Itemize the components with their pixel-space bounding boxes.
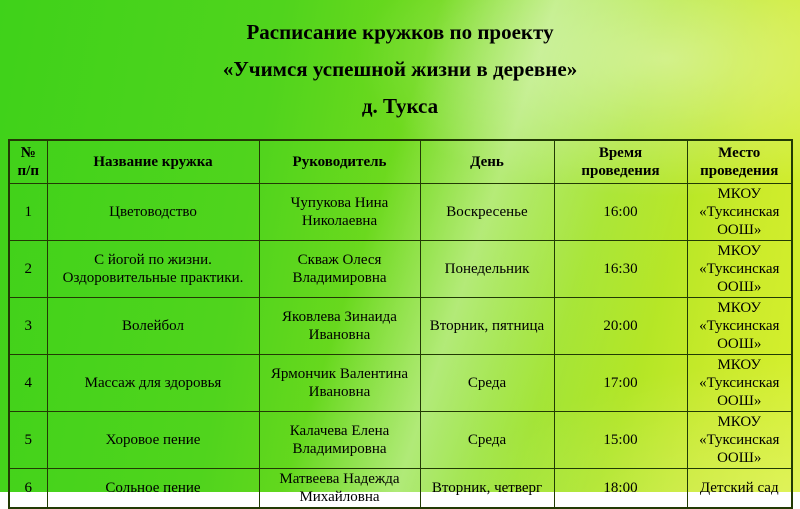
cell-leader: Матвеева Надежда Михайловна <box>258 468 421 509</box>
header-row: № п/п Название кружка Руководитель День … <box>8 139 793 184</box>
cell-place: МКОУ «Туксинская ООШ» <box>686 411 793 469</box>
cell-place: МКОУ «Туксинская ООШ» <box>686 240 793 298</box>
cell-time: 16:30 <box>553 240 688 298</box>
schedule-table-header: № п/п Название кружка Руководитель День … <box>8 139 793 184</box>
cell-leader: Ярмончик Валентина Ивановна <box>258 354 421 412</box>
table-row: 5 Хоровое пение Калачева Елена Владимировн… <box>8 411 793 469</box>
cell-club: Волейбол <box>46 297 260 355</box>
table-row: 4 Массаж для здоровья Ярмончик Валентина И… <box>8 354 793 412</box>
cell-day: Понедельник <box>419 240 555 298</box>
cell-place: МКОУ «Туксинская ООШ» <box>686 297 793 355</box>
cell-club: Хоровое пение <box>46 411 260 469</box>
cell-day: Среда <box>419 354 555 412</box>
header-place: Место проведения <box>686 139 793 184</box>
schedule-table-body: 1 Цветоводство Чупукова Нина Николаевна Вос… <box>8 183 793 509</box>
cell-time: 16:00 <box>553 183 688 241</box>
cell-number: 2 <box>8 240 48 298</box>
cell-place: Детский сад <box>686 468 793 509</box>
header-club-name: Название кружка <box>46 139 260 184</box>
cell-time: 20:00 <box>553 297 688 355</box>
cell-club: Массаж для здоровья <box>46 354 260 412</box>
header-leader: Руководитель <box>258 139 421 184</box>
table-row: 3 Волейбол Яковлева Зинаида Ивановна Вторни… <box>8 297 793 355</box>
header-day: День <box>419 139 555 184</box>
page-title: Расписание кружков по проекту «Учимся ус… <box>0 14 800 125</box>
cell-time: 18:00 <box>553 468 688 509</box>
header-time: Время проведения <box>553 139 688 184</box>
cell-day: Вторник, четверг <box>419 468 555 509</box>
table-row: 6 Сольное пение Матвеева Надежда Михайловн… <box>8 468 793 509</box>
cell-day: Воскресенье <box>419 183 555 241</box>
cell-number: 3 <box>8 297 48 355</box>
cell-club: С йогой по жизни. Оздоровительные практи… <box>46 240 260 298</box>
header-number: № п/п <box>8 139 48 184</box>
cell-leader: Чупукова Нина Николаевна <box>258 183 421 241</box>
cell-leader: Яковлева Зинаида Ивановна <box>258 297 421 355</box>
cell-time: 15:00 <box>553 411 688 469</box>
cell-number: 5 <box>8 411 48 469</box>
cell-place: МКОУ «Туксинская ООШ» <box>686 183 793 241</box>
cell-number: 1 <box>8 183 48 241</box>
cell-day: Среда <box>419 411 555 469</box>
title-line-3: д. Тукса <box>361 94 439 118</box>
cell-number: 4 <box>8 354 48 412</box>
schedule-table: № п/п Название кружка Руководитель День … <box>8 139 793 509</box>
cell-place: МКОУ «Туксинская ООШ» <box>686 354 793 412</box>
cell-club: Сольное пение <box>46 468 260 509</box>
cell-time: 17:00 <box>553 354 688 412</box>
cell-number: 6 <box>8 468 48 509</box>
cell-leader: Калачева Елена Владимировна <box>258 411 421 469</box>
title-line-2: «Учимся успешной жизни в деревне» <box>222 57 578 81</box>
cell-club: Цветоводство <box>46 183 260 241</box>
title-line-1: Расписание кружков по проекту <box>246 20 554 44</box>
table-row: 1 Цветоводство Чупукова Нина Николаевна Вос… <box>8 183 793 241</box>
cell-day: Вторник, пятница <box>419 297 555 355</box>
cell-leader: Скваж Олеся Владимировна <box>258 240 421 298</box>
